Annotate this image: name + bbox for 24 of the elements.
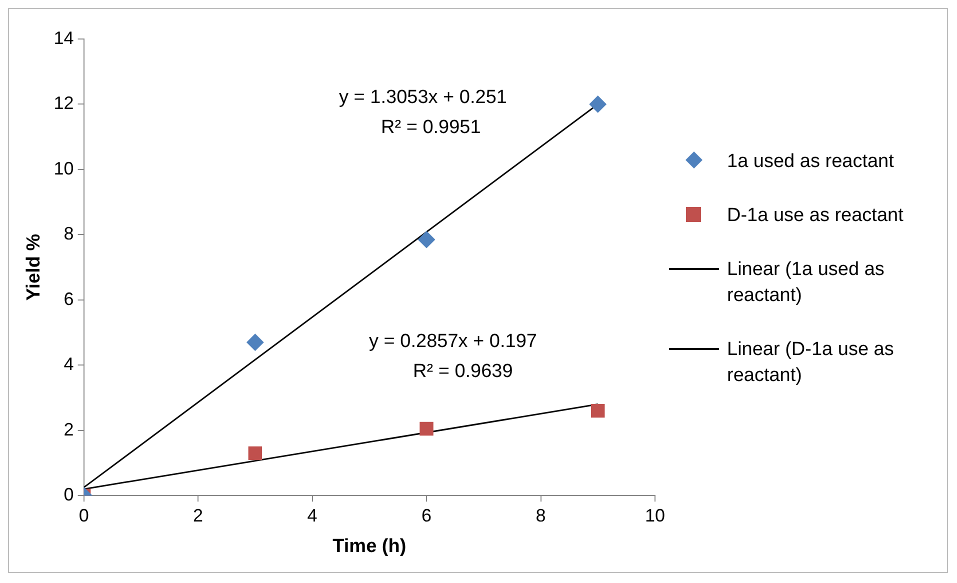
annotation: R² = 0.9951 [381, 117, 481, 139]
y-tick-label: 6 [64, 288, 74, 309]
x-tick-label: 2 [193, 505, 204, 526]
annotation: y = 1.3053x + 0.251 [339, 87, 507, 109]
x-tick-label: 6 [422, 505, 432, 526]
y-axis-title: Yield % [24, 234, 45, 301]
x-tick-label: 0 [78, 505, 89, 526]
x-tick-label: 10 [644, 505, 666, 526]
y-tick-label: 2 [64, 419, 74, 440]
annotation: y = 0.2857x + 0.197 [369, 331, 537, 353]
y-tick-label: 14 [54, 28, 74, 48]
y-tick-label: 0 [64, 484, 74, 505]
legend-label: Linear (1a used as reactant) [727, 258, 886, 308]
x-tick-label: 4 [307, 505, 318, 526]
legend-label: Linear (D-1a use as reactant) [727, 338, 895, 388]
x-tick-label: 8 [536, 505, 546, 526]
legend-label: 1a used as reactant [727, 150, 895, 174]
annotation: R² = 0.9639 [413, 361, 513, 383]
x-axis-title: Time (h) [332, 536, 406, 557]
y-tick-label: 4 [64, 354, 74, 374]
y-tick-label: 10 [54, 158, 74, 178]
y-tick-label: 12 [54, 93, 74, 114]
y-tick-label: 8 [64, 224, 74, 244]
legend-label: D-1a use as reactant [727, 204, 904, 228]
